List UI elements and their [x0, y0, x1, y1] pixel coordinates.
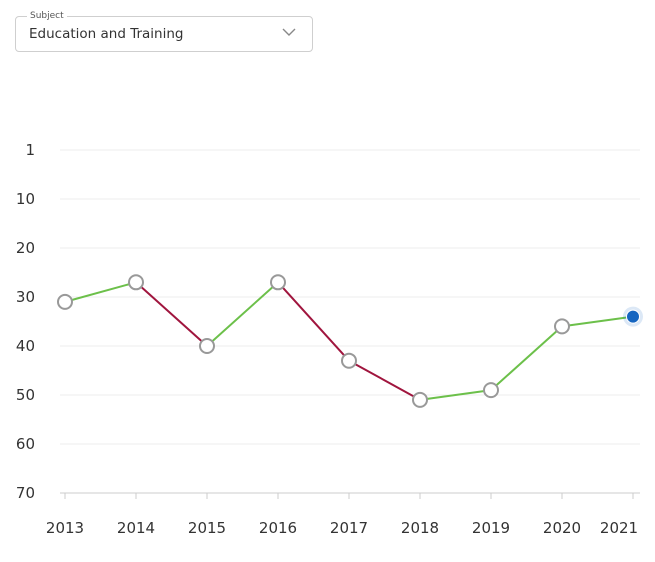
subject-select-label: Subject — [27, 10, 67, 22]
x-axis-labels: 2013 2014 2015 2016 2017 2018 2019 2020 2021 — [46, 519, 638, 537]
data-point[interactable] — [270, 274, 286, 291]
y-tick-label: 50 — [16, 386, 35, 404]
y-tick-label: 10 — [16, 190, 35, 208]
data-point[interactable] — [483, 382, 499, 399]
data-point[interactable] — [554, 318, 570, 335]
x-tick-label: 2014 — [117, 519, 155, 537]
grid-lines — [60, 149, 640, 445]
x-tick-label: 2016 — [259, 519, 297, 537]
line-segment — [135, 281, 208, 347]
x-axis — [60, 492, 640, 499]
y-tick-label: 40 — [16, 337, 35, 355]
data-point[interactable] — [128, 274, 144, 291]
series-line — [64, 281, 634, 401]
data-point-current[interactable] — [626, 309, 640, 324]
y-tick-label: 60 — [16, 435, 35, 453]
y-tick-label: 1 — [25, 141, 35, 159]
subject-select[interactable]: Subject Education and Training — [15, 10, 313, 52]
x-tick-label: 2021 — [600, 519, 638, 537]
line-segment — [64, 281, 137, 303]
data-point[interactable] — [412, 391, 428, 408]
x-tick-label: 2018 — [401, 519, 439, 537]
x-tick-label: 2019 — [472, 519, 510, 537]
x-tick-label: 2013 — [46, 519, 84, 537]
x-tick-label: 2015 — [188, 519, 226, 537]
line-segment — [348, 359, 421, 401]
line-segment — [277, 281, 350, 362]
y-tick-label: 70 — [16, 484, 35, 502]
line-segment — [419, 389, 492, 401]
y-axis-labels: 1 10 20 30 40 50 60 70 — [16, 141, 35, 502]
x-tick-label: 2017 — [330, 519, 368, 537]
chevron-down-icon[interactable] — [282, 28, 296, 37]
y-tick-label: 20 — [16, 239, 35, 257]
y-tick-label: 30 — [16, 288, 35, 306]
data-point[interactable] — [57, 293, 73, 310]
x-tick-label: 2020 — [543, 519, 581, 537]
subject-select-value: Education and Training — [29, 26, 184, 42]
line-segment — [561, 315, 634, 328]
data-point[interactable] — [199, 338, 215, 354]
line-segment — [490, 325, 563, 392]
series-points — [57, 274, 643, 408]
line-segment — [206, 281, 279, 347]
data-point[interactable] — [341, 352, 357, 369]
